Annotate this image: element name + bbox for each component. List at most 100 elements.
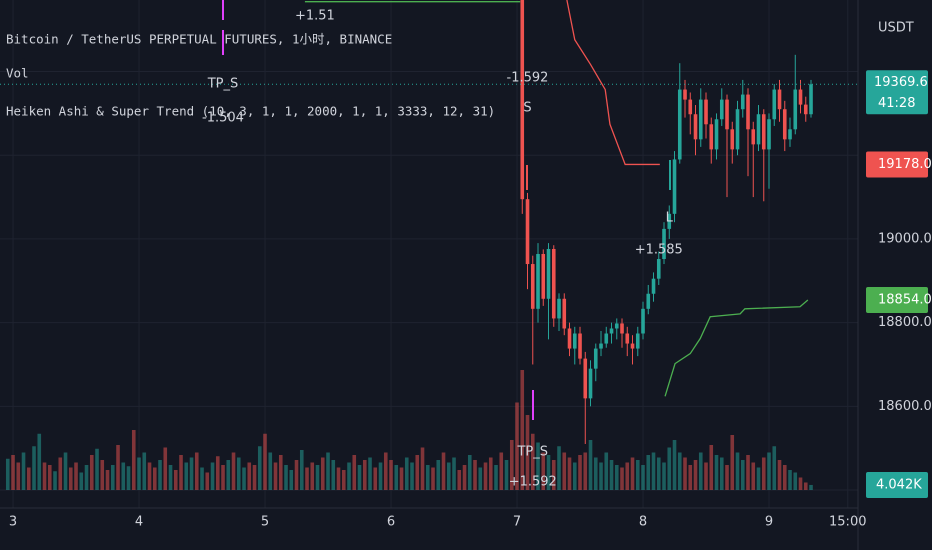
volume-bar: [320, 457, 325, 490]
volume-bar: [58, 457, 63, 490]
volume-bar: [767, 452, 771, 490]
x-tick-label: 4: [135, 515, 143, 530]
candle-body: [683, 89, 687, 100]
volume-bar: [284, 465, 288, 490]
volume-bar: [326, 452, 330, 490]
volume-bar: [525, 415, 530, 490]
volume-bar: [357, 465, 362, 490]
volume-bar: [47, 465, 52, 490]
volume-bar: [772, 446, 777, 490]
price-pane: [0, 0, 858, 444]
candle-body: [693, 114, 698, 140]
volume-bar: [173, 470, 178, 490]
trade-annotation: L: [666, 211, 674, 226]
volume-bar: [247, 462, 252, 490]
candle-body: [714, 119, 719, 150]
volume-bar: [751, 462, 756, 490]
candle-body: [735, 109, 740, 150]
volume-bar: [142, 452, 147, 490]
volume-bar: [373, 467, 378, 490]
volume-bar: [362, 460, 367, 490]
candle-body: [761, 114, 766, 150]
candle-body: [520, 0, 525, 200]
volume-bar: [520, 370, 525, 490]
candle-body: [767, 119, 771, 150]
volume-bar: [782, 465, 787, 490]
volume-bar: [777, 460, 782, 490]
candle-body: [625, 333, 630, 344]
volume-bar: [231, 452, 236, 490]
candle-body: [730, 129, 735, 150]
candle-body: [562, 298, 567, 329]
candle-body: [709, 124, 714, 150]
volume-bar: [105, 470, 110, 490]
trade-annotation: TP_S: [207, 77, 239, 92]
volume-bar: [100, 460, 105, 490]
volume-bar: [179, 455, 183, 490]
price-label: 19178.0: [878, 157, 932, 172]
volume-bar: [95, 448, 99, 490]
countdown: 41:28: [878, 96, 915, 111]
candle-body: [641, 308, 645, 334]
volume-label: 4.042K: [876, 477, 922, 492]
volume-bar: [478, 467, 483, 490]
candle-body: [525, 199, 530, 265]
volume-bar: [709, 445, 714, 490]
volume-bar: [698, 452, 703, 490]
volume-bar: [446, 462, 451, 490]
volume-pane: [5, 370, 813, 490]
volume-bar: [116, 445, 120, 490]
volume-bar: [210, 462, 215, 490]
candle-body: [572, 333, 577, 349]
candle-body: [725, 99, 729, 130]
annotations: +1.51 TP_S -1.504 -1.592 S TP_S +1.592 L +1.585: [202, 0, 683, 490]
y-tick-label: 18800.0: [878, 315, 932, 330]
volume-bar: [578, 455, 582, 490]
volume-bar: [121, 462, 126, 490]
x-tick-label: 3: [9, 515, 17, 530]
volume-bar: [263, 433, 267, 490]
candle-body: [719, 99, 724, 120]
volume-bar: [572, 462, 577, 490]
candle-body: [536, 254, 540, 309]
candle-body: [541, 254, 546, 299]
volume-bar: [462, 465, 467, 490]
candle-body: [662, 228, 666, 260]
volume-bar: [704, 462, 708, 490]
volume-bar: [809, 484, 813, 490]
volume-bar: [37, 433, 42, 490]
chart-title: Bitcoin / TetherUS PERPETUAL FUTURES, 1小…: [6, 32, 392, 47]
candle-body: [740, 94, 745, 110]
candle-body: [635, 333, 640, 349]
volume-bar: [215, 456, 220, 490]
last-price-label: 19369.6: [874, 75, 928, 90]
volume-bar: [110, 465, 115, 490]
volume-bar: [11, 455, 15, 490]
volume-bar: [352, 455, 357, 490]
volume-bar: [84, 465, 89, 490]
candle-body: [630, 343, 635, 349]
volume-bar: [672, 440, 677, 490]
volume-bar: [761, 457, 766, 490]
candle-body: [798, 89, 803, 105]
candle-body: [614, 323, 619, 329]
volume-bar: [184, 462, 189, 490]
volume-bar: [152, 467, 157, 490]
candle-body: [546, 248, 551, 299]
price-label: 18854.0: [878, 293, 932, 308]
candle-body: [583, 358, 588, 399]
candle-body: [599, 343, 603, 349]
volume-bar: [189, 457, 194, 490]
candle-body: [530, 264, 535, 309]
x-tick-label: 9: [765, 515, 773, 530]
volume-bar: [667, 447, 672, 490]
volume-bar: [599, 462, 603, 490]
candle-body: [588, 368, 593, 399]
candle-body: [578, 333, 582, 359]
indicator-title: Heiken Ashi & Super Trend (10, 3, 1, 1, …: [6, 104, 495, 119]
price-badge: [866, 287, 928, 314]
volume-bar: [294, 460, 299, 490]
volume-bar: [557, 446, 561, 490]
volume-bar: [483, 462, 488, 490]
volume-bar: [494, 465, 498, 490]
